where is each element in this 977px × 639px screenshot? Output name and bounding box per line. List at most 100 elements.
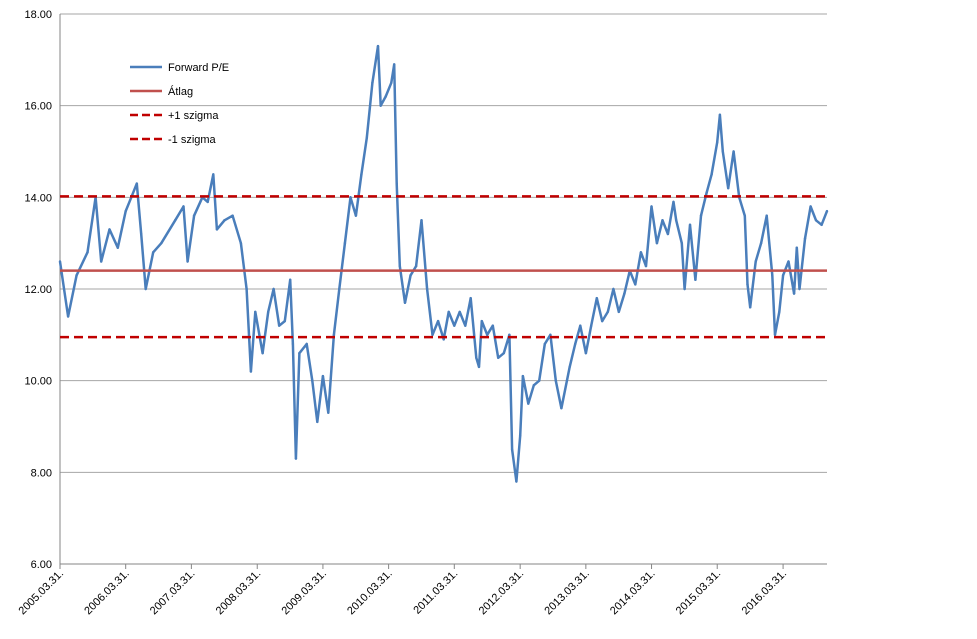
- data-point: [718, 113, 722, 117]
- data-point: [554, 379, 557, 382]
- x-tick-label: 2016.03.31.: [740, 568, 790, 618]
- data-point: [617, 310, 620, 314]
- data-point: [173, 219, 177, 222]
- data-point: [288, 278, 292, 282]
- data-point: [395, 182, 398, 185]
- x-tick-label: 2010.03.31.: [345, 568, 395, 618]
- data-point: [486, 333, 489, 337]
- data-point: [532, 384, 536, 387]
- data-point: [431, 333, 434, 337]
- data-point: [644, 264, 648, 268]
- data-point: [765, 214, 768, 217]
- data-point: [705, 191, 708, 194]
- legend-label: Átlag: [168, 85, 193, 98]
- data-point: [778, 310, 781, 314]
- data-point: [672, 200, 675, 204]
- data-point: [267, 310, 270, 314]
- data-point: [409, 274, 412, 277]
- data-point: [497, 356, 500, 359]
- data-point: [152, 251, 155, 254]
- data-point: [332, 333, 336, 337]
- y-tick-label: 14.00: [24, 192, 52, 204]
- data-point: [116, 246, 119, 249]
- x-axis-tick-labels: 2005.03.31. 2006.03.31. 2007.03.31. 2008.03…: [17, 564, 790, 618]
- data-point: [384, 95, 387, 98]
- data-point: [502, 351, 505, 355]
- data-point: [743, 214, 746, 217]
- data-point: [464, 324, 467, 327]
- legend: Forward P/E Átlag +1 szigma -1 szigma: [130, 62, 229, 146]
- data-point: [316, 420, 319, 424]
- x-tick-label: 2012.03.31.: [477, 568, 527, 618]
- data-point: [414, 264, 418, 268]
- data-point: [538, 379, 541, 382]
- y-tick-label: 10.00: [24, 376, 52, 388]
- legend-label: -1 szigma: [168, 134, 217, 146]
- data-point: [231, 214, 234, 217]
- y-tick-label: 18.00: [24, 9, 52, 21]
- data-point: [436, 319, 440, 323]
- data-point: [699, 214, 703, 217]
- data-point: [798, 287, 801, 291]
- data-point: [475, 356, 478, 359]
- data-point: [311, 379, 314, 382]
- data-point: [574, 342, 577, 346]
- data-point: [390, 81, 393, 84]
- data-point: [680, 241, 683, 245]
- data-point: [510, 448, 514, 451]
- data-point: [809, 205, 812, 208]
- data-point: [694, 278, 697, 282]
- data-point: [716, 141, 719, 144]
- x-tick-label: 2006.03.31.: [82, 568, 132, 618]
- x-tick-label: 2009.03.31.: [279, 568, 329, 618]
- data-point: [327, 411, 330, 414]
- data-point: [354, 214, 358, 217]
- data-point: [245, 287, 248, 291]
- data-point: [420, 219, 423, 222]
- data-point: [527, 402, 530, 405]
- data-point: [683, 287, 686, 291]
- y-axis-tick-labels: 6.00 8.00 10.00 12.00 14.00 16.00 18.00: [24, 9, 52, 571]
- data-point: [787, 260, 790, 263]
- data-point: [371, 81, 374, 84]
- data-point: [215, 228, 219, 231]
- data-point: [521, 374, 525, 378]
- data-point: [721, 150, 725, 153]
- data-point: [634, 283, 637, 286]
- data-point: [601, 319, 604, 323]
- y-tick-label: 6.00: [31, 559, 52, 571]
- data-point: [543, 342, 547, 346]
- y-tick-label: 8.00: [31, 467, 52, 479]
- data-point: [759, 241, 763, 245]
- data-point: [754, 260, 757, 263]
- data-point: [392, 63, 396, 66]
- data-point: [732, 150, 735, 153]
- data-point: [612, 287, 615, 291]
- data-point: [349, 196, 352, 199]
- data-point: [294, 457, 298, 460]
- data-point: [192, 214, 196, 217]
- data-point: [135, 182, 139, 185]
- data-point: [795, 246, 798, 249]
- legend-label: Forward P/E: [168, 62, 229, 74]
- data-point: [746, 283, 749, 286]
- data-point: [277, 324, 281, 327]
- data-point: [606, 310, 610, 314]
- data-point: [376, 44, 380, 48]
- data-point: [491, 324, 495, 327]
- data-point: [447, 310, 450, 314]
- data-point: [825, 209, 829, 213]
- data-point: [305, 342, 308, 346]
- data-point: [254, 310, 257, 314]
- data-point: [661, 219, 664, 222]
- data-point: [398, 264, 401, 268]
- data-point: [144, 287, 147, 291]
- data-point: [773, 333, 777, 337]
- data-point: [321, 374, 325, 378]
- data-point: [453, 324, 456, 327]
- data-point: [560, 406, 563, 410]
- data-point: [568, 365, 571, 369]
- data-point: [820, 223, 823, 227]
- data-point: [623, 292, 626, 295]
